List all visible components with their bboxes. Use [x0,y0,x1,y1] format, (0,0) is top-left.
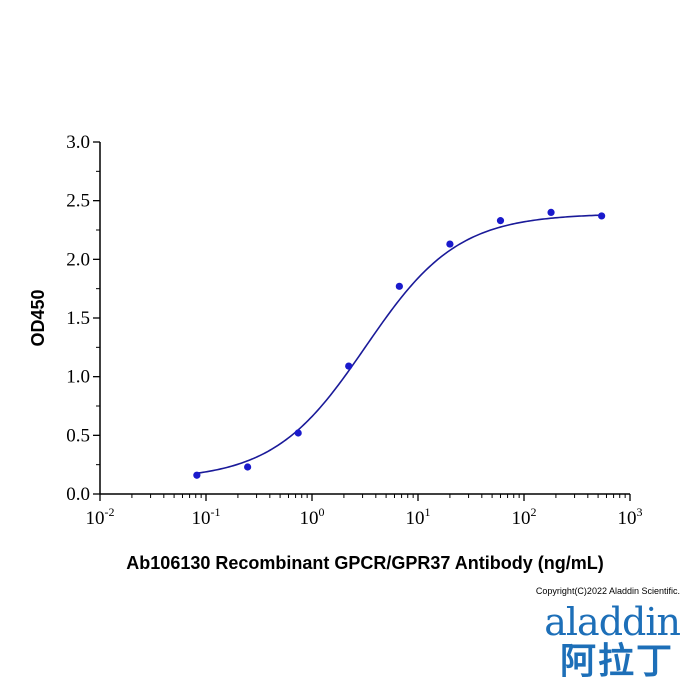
data-points [193,208,606,479]
data-point [446,240,454,248]
x-axis-ticks: 10-2 10-1 100 101 102 103 [86,494,643,529]
x-tick-label: 103 [618,505,643,529]
x-tick-label: 101 [406,505,431,529]
y-tick-label: 1.5 [66,308,90,329]
logo-chinese-wordmark: 阿拉丁 [559,641,674,682]
aladdin-logo: aladdin 阿拉丁 [520,600,681,690]
axes [99,142,630,495]
copyright-text: Copyright(C)2022 Aladdin Scientific. [535,586,680,596]
y-tick-label: 2.0 [66,249,90,270]
y-axis-title: OD450 [28,289,48,346]
fit-curve [196,214,602,475]
data-point [395,282,403,290]
y-tick-label: 1.0 [66,367,90,388]
data-point [193,471,201,479]
x-tick-label: 10-1 [192,505,221,529]
x-tick-label: 10-2 [86,505,115,529]
x-tick-label: 102 [512,505,537,529]
y-axis-ticks: 0.0 0.5 1.0 1.5 2.0 2.5 3.0 [66,132,100,505]
x-tick-label: 100 [300,505,325,529]
y-tick-label: 0.5 [66,425,90,446]
data-point [598,212,606,220]
data-point [294,429,302,437]
x-axis-title: Ab106130 Recombinant GPCR/GPR37 Antibody… [126,553,603,573]
data-point [345,362,353,370]
y-tick-label: 2.5 [66,191,90,212]
data-point [496,217,505,225]
y-tick-label: 3.0 [66,132,90,153]
y-tick-label: 0.0 [66,484,90,505]
data-point [547,208,555,216]
logo-wordmark: aladdin [544,600,681,644]
data-point [244,463,252,471]
